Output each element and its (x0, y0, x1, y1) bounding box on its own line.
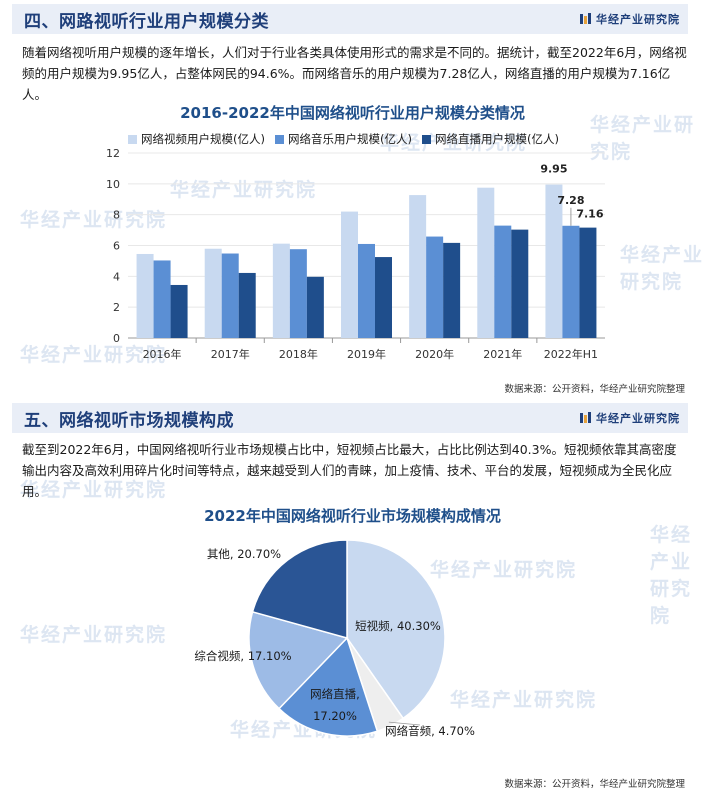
bar (409, 195, 427, 338)
chart-legend: 网络视频用户规模(亿人) 网络音乐用户规模(亿人) 网络直播用户规模(亿人) (128, 131, 559, 147)
brand: 华经产业研究院 (580, 410, 688, 426)
brand-logo-icon (580, 13, 591, 24)
section-header: 四、网路视听行业用户规模分类 华经产业研究院 (12, 4, 688, 34)
legend-label: 网络视频用户规模(亿人) (141, 132, 265, 146)
bar (221, 253, 239, 338)
bar (375, 257, 392, 338)
pie-chart: 短视频, 40.30% 网络音频, 4.70% 网络直播, 17.20% 综合视频, 1… (194, 539, 475, 738)
y-tick-label: 12 (106, 147, 120, 160)
bar (289, 249, 307, 338)
pie-slice (248, 610, 349, 710)
chart-title: 2022年中国网络视听行业市场规模构成情况 (204, 507, 501, 525)
x-tick-label: 2021年 (483, 347, 522, 361)
brand-name: 华经产业研究院 (596, 412, 680, 425)
legend-item: 网络音乐用户规模(亿人) (274, 131, 412, 147)
x-tick-label: 2019年 (347, 347, 386, 361)
brand: 华经产业研究院 (580, 11, 688, 27)
bar (153, 260, 171, 338)
bar (494, 225, 512, 338)
slice-label: 网络直播, (310, 687, 360, 701)
pie-slice (277, 636, 379, 737)
y-tick-label: 10 (106, 178, 120, 191)
bar (170, 284, 188, 338)
data-label: 7.28 (557, 194, 584, 207)
section-paragraph: 截至到2022年6月，中国网络视听行业市场规模占比中，短视频占比最大，占比比例达… (22, 442, 677, 499)
legend-swatch (421, 134, 431, 144)
bar (272, 243, 290, 338)
bar (136, 253, 154, 338)
bar (562, 225, 580, 338)
bar (511, 229, 529, 338)
y-tick-label: 8 (113, 209, 120, 222)
section-header: 五、网络视听市场规模构成 华经产业研究院 (12, 403, 688, 433)
legend-label: 网络直播用户规模(亿人) (434, 132, 559, 146)
x-tick-label: 2017年 (211, 347, 250, 361)
data-label: 9.95 (540, 163, 567, 176)
slice-label: 综合视频, 17.10% (194, 649, 291, 663)
slice-label: 网络音频, 4.70% (385, 724, 475, 738)
bar-chart: 0 2 4 6 8 10 12 2016年 2017年 2018年 2019年 2020年 2021年 2… (106, 147, 605, 361)
section-paragraph: 随着网络视听用户规模的逐年增长，人们对于行业各类具体使用形式的需求是不同的。据统… (22, 45, 687, 102)
bar (341, 211, 358, 338)
bar (204, 248, 222, 338)
y-tick-label: 2 (113, 301, 120, 314)
bar (426, 236, 444, 338)
bar (238, 272, 256, 338)
legend-swatch (128, 134, 137, 144)
slice-label: 短视频, 40.30% (355, 619, 441, 633)
pie-slice (251, 539, 348, 639)
leader-line (388, 721, 421, 726)
legend-item: 网络视频用户规模(亿人) (128, 131, 265, 147)
legend-item: 网络直播用户规模(亿人) (421, 131, 559, 147)
bar (477, 187, 495, 338)
slice-label: 17.20% (313, 709, 357, 723)
x-tick-label: 2020年 (415, 347, 454, 361)
y-tick-label: 0 (113, 332, 120, 345)
legend-label: 网络音乐用户规模(亿人) (287, 132, 412, 146)
data-source: 数据来源：公开资料，华经产业研究院整理 (504, 384, 685, 395)
slice-label: 其他, 20.70% (207, 547, 281, 561)
pie-slice (346, 539, 446, 720)
bar (579, 227, 597, 338)
bar (443, 242, 461, 338)
section-title: 五、网络视听市场规模构成 (24, 410, 234, 431)
brand-logo-icon (580, 412, 591, 423)
y-tick-label: 6 (113, 240, 120, 253)
legend-swatch (274, 134, 284, 144)
bar (306, 276, 324, 338)
data-source: 数据来源：公开资料，华经产业研究院整理 (504, 779, 685, 790)
chart-title: 2016-2022年中国网络视听行业用户规模分类情况 (180, 104, 525, 122)
x-tick-label: 2022年H1 (544, 347, 598, 361)
bar (545, 184, 563, 338)
bar (358, 243, 375, 338)
section-title: 四、网路视听行业用户规模分类 (24, 11, 269, 32)
x-tick-label: 2016年 (143, 347, 182, 361)
y-tick-label: 4 (113, 270, 120, 283)
brand-name: 华经产业研究院 (596, 13, 680, 26)
x-tick-label: 2018年 (279, 347, 318, 361)
data-label: 7.16 (576, 208, 603, 221)
